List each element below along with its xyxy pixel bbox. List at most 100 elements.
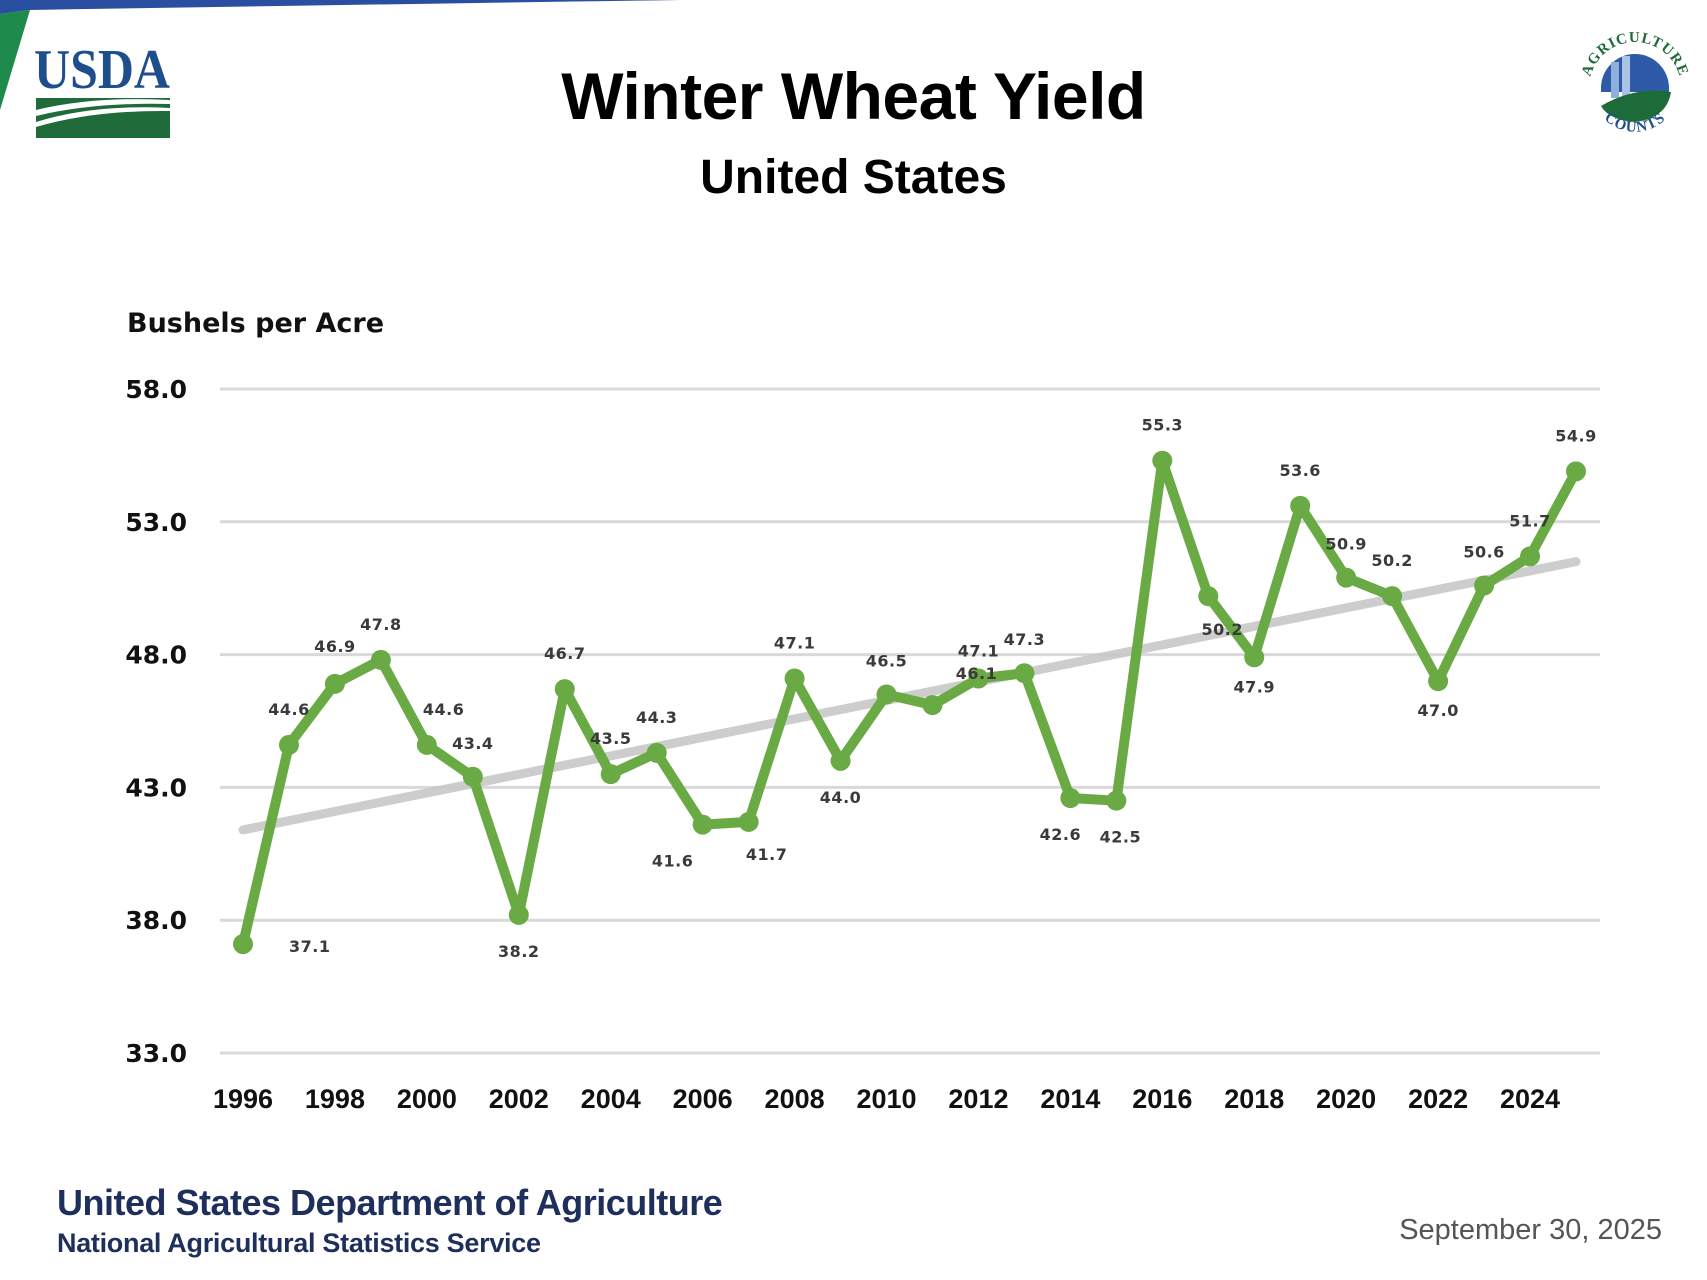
data-label: 46.7 bbox=[544, 644, 585, 663]
data-label: 42.6 bbox=[1040, 825, 1081, 844]
data-label: 47.3 bbox=[1004, 630, 1045, 649]
x-tick-labels: 1996 1998 2000 2002 2004 2006 2008 2010 2012 2014… bbox=[213, 1084, 1560, 1114]
data-label: 50.2 bbox=[1371, 551, 1412, 570]
data-label: 47.0 bbox=[1417, 701, 1458, 720]
data-point-marker bbox=[692, 814, 713, 835]
data-point-marker bbox=[1474, 575, 1495, 596]
x-tick-label: 2024 bbox=[1500, 1084, 1560, 1114]
x-tick-label: 2016 bbox=[1132, 1084, 1192, 1114]
data-label: 43.4 bbox=[452, 734, 493, 753]
data-point-marker bbox=[462, 766, 483, 787]
data-label: 47.8 bbox=[360, 615, 401, 634]
x-tick-label: 2018 bbox=[1224, 1084, 1284, 1114]
chart-subtitle: United States bbox=[700, 151, 1007, 204]
data-label: 47.1 bbox=[774, 634, 815, 653]
data-label: 50.6 bbox=[1463, 543, 1504, 562]
data-point-marker bbox=[370, 649, 391, 670]
x-tick-label: 2008 bbox=[765, 1084, 825, 1114]
top-banner bbox=[0, 0, 680, 110]
data-label: 38.2 bbox=[498, 942, 539, 961]
data-point-marker bbox=[646, 742, 667, 763]
data-label: 51.7 bbox=[1509, 511, 1550, 530]
data-label: 46.5 bbox=[866, 651, 907, 670]
data-point-marker bbox=[1336, 567, 1357, 588]
data-label: 47.1 bbox=[958, 642, 999, 661]
data-label: 46.9 bbox=[314, 637, 355, 656]
data-label: 55.3 bbox=[1142, 416, 1183, 435]
y-axis-label: Bushels per Acre bbox=[127, 308, 384, 339]
x-tick-label: 2010 bbox=[856, 1084, 916, 1114]
y-tick-label: 43.0 bbox=[125, 773, 187, 802]
x-tick-label: 2004 bbox=[581, 1084, 641, 1114]
y-tick-labels: 33.0 38.0 43.0 48.0 53.0 58.0 bbox=[125, 375, 187, 1068]
data-point-marker bbox=[554, 679, 575, 700]
data-label: 41.6 bbox=[652, 852, 693, 871]
usda-logo-text: USDA bbox=[34, 40, 170, 101]
data-label: 54.9 bbox=[1555, 426, 1596, 445]
x-tick-label: 1996 bbox=[213, 1084, 273, 1114]
data-label: 42.5 bbox=[1100, 828, 1141, 847]
data-label: 44.0 bbox=[820, 788, 861, 807]
data-label: 41.7 bbox=[746, 845, 787, 864]
data-point-marker bbox=[922, 695, 943, 716]
ag-logo-building bbox=[1622, 56, 1630, 98]
y-tick-label: 58.0 bbox=[125, 375, 187, 404]
data-label: 50.9 bbox=[1325, 535, 1366, 554]
data-point-marker bbox=[1566, 461, 1586, 482]
usda-logo-furrow bbox=[36, 99, 170, 116]
data-point-marker bbox=[1198, 586, 1219, 607]
agriculture-counts-logo: AGRICULTURE COUNTS bbox=[1579, 30, 1690, 136]
data-point-marker bbox=[324, 673, 345, 694]
data-point-marker bbox=[1106, 790, 1127, 811]
data-labels: 37.1 44.6 46.9 47.8 44.6 43.4 38.2 46.7 43.5 44.3… bbox=[268, 416, 1596, 961]
ag-logo-field bbox=[1601, 90, 1671, 122]
y-tick-label: 38.0 bbox=[125, 906, 187, 935]
usda-logo: USDA bbox=[34, 40, 170, 138]
data-label: 43.5 bbox=[590, 729, 631, 748]
x-tick-label: 2014 bbox=[1040, 1084, 1100, 1114]
data-label: 44.3 bbox=[636, 708, 677, 727]
x-tick-label: 2012 bbox=[948, 1084, 1008, 1114]
data-label: 46.1 bbox=[956, 664, 997, 683]
gridlines bbox=[220, 387, 1600, 1055]
data-point-marker bbox=[738, 811, 759, 832]
data-point-marker bbox=[1060, 788, 1081, 809]
footer-organization: United States Department of Agriculture bbox=[57, 1182, 723, 1223]
data-point-marker bbox=[968, 668, 989, 689]
x-tick-label: 2000 bbox=[397, 1084, 457, 1114]
banner-green-swoosh bbox=[0, 10, 30, 110]
data-point-marker bbox=[1290, 495, 1311, 516]
x-tick-label: 2020 bbox=[1316, 1084, 1376, 1114]
data-label: 53.6 bbox=[1279, 461, 1320, 480]
data-point-marker bbox=[1520, 546, 1541, 567]
ag-logo-building bbox=[1611, 62, 1619, 98]
x-tick-label: 1998 bbox=[305, 1084, 365, 1114]
data-point-marker bbox=[1428, 671, 1449, 692]
data-label: 37.1 bbox=[289, 937, 330, 956]
footer-date: September 30, 2025 bbox=[1399, 1214, 1662, 1246]
data-point-marker bbox=[830, 750, 851, 771]
x-tick-label: 2002 bbox=[489, 1084, 549, 1114]
y-tick-label: 33.0 bbox=[125, 1039, 187, 1068]
y-tick-label: 48.0 bbox=[125, 641, 187, 670]
data-label: 44.6 bbox=[268, 700, 309, 719]
series-group bbox=[233, 450, 1586, 955]
x-tick-label: 2006 bbox=[673, 1084, 733, 1114]
usda-logo-furrow bbox=[36, 107, 170, 127]
x-tick-label: 2022 bbox=[1408, 1084, 1468, 1114]
data-point-marker bbox=[600, 764, 621, 785]
data-point-marker bbox=[1152, 450, 1173, 471]
data-point-marker bbox=[1244, 647, 1265, 668]
data-point-marker bbox=[784, 668, 805, 689]
data-point-marker bbox=[508, 904, 529, 925]
data-point-marker bbox=[233, 934, 253, 955]
data-label: 47.9 bbox=[1233, 677, 1274, 696]
data-point-marker bbox=[278, 734, 299, 755]
data-point-marker bbox=[1014, 663, 1035, 684]
y-tick-label: 53.0 bbox=[125, 508, 187, 537]
data-point-marker bbox=[1382, 586, 1403, 607]
data-point-marker bbox=[416, 734, 437, 755]
banner-blue-swoosh bbox=[0, 0, 680, 14]
footer-agency: National Agricultural Statistics Service bbox=[57, 1228, 541, 1258]
